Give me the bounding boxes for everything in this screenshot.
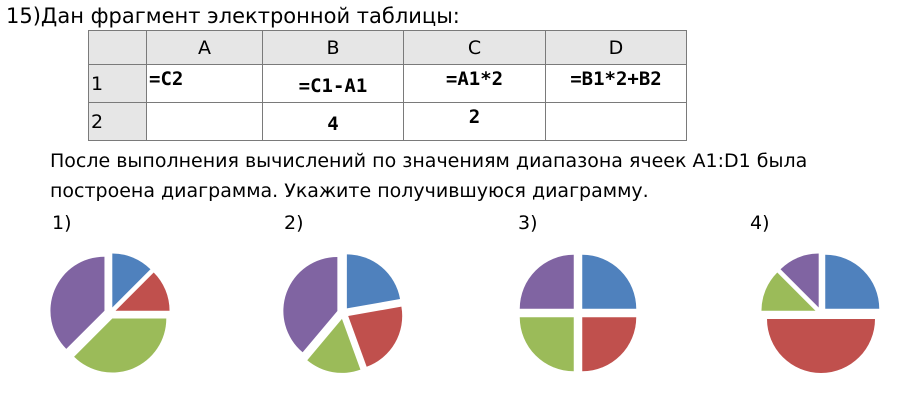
column-header-a: A	[146, 30, 263, 65]
question-text: После выполнения вычислений по значениям…	[50, 146, 890, 206]
row-header-1: 1	[88, 64, 147, 103]
cell-b2: 4	[262, 102, 404, 141]
pie-slice-blue	[582, 254, 637, 309]
pie-slice-red	[115, 272, 170, 311]
pie-slice-green	[74, 318, 167, 373]
cell-d2	[545, 102, 687, 141]
pie-slice-green	[761, 272, 816, 311]
pie-slice-blue	[346, 254, 401, 309]
pie-slice-red	[582, 317, 637, 372]
spreadsheet-fragment: A B C D 1 =C2 =C1-A1 =A1*2 =B1*2+B2 2 4 …	[88, 30, 687, 141]
pie-chart-option-4[interactable]	[756, 248, 886, 378]
task-title: 15)Дан фрагмент электронной таблицы:	[6, 4, 460, 28]
pie-slice-blue	[825, 254, 880, 309]
corner-cell	[88, 30, 147, 65]
question-line-2: построена диаграмма. Укажите получившуюс…	[50, 180, 649, 202]
cell-c2: 2	[403, 102, 546, 141]
cell-b1: =C1-A1	[262, 64, 404, 103]
pie-chart-option-2[interactable]	[278, 248, 408, 378]
column-header-b: B	[262, 30, 404, 65]
cell-d1: =B1*2+B2	[545, 64, 687, 103]
option-label-3[interactable]: 3)	[518, 212, 538, 234]
pie-slice-red	[767, 319, 875, 373]
pie-slice-red	[348, 306, 403, 367]
pie-slice-purple	[283, 256, 338, 353]
pie-slice-purple	[519, 254, 574, 309]
option-label-1[interactable]: 1)	[52, 212, 72, 234]
question-line-1: После выполнения вычислений по значениям…	[50, 150, 808, 172]
pie-slice-blue	[112, 253, 151, 308]
pie-slice-purple	[780, 253, 819, 308]
cell-a2	[146, 102, 263, 141]
cell-a1: =C2	[146, 64, 263, 103]
row-header-2: 2	[88, 102, 147, 141]
pie-chart-option-1[interactable]	[45, 248, 175, 378]
pie-slice-purple	[50, 256, 105, 349]
pie-slice-green	[307, 318, 361, 373]
cell-c1: =A1*2	[403, 64, 546, 103]
option-label-2[interactable]: 2)	[284, 212, 304, 234]
option-label-4[interactable]: 4)	[750, 212, 770, 234]
pie-chart-option-3[interactable]	[513, 248, 643, 378]
pie-slice-green	[519, 317, 574, 372]
column-header-d: D	[545, 30, 687, 65]
column-header-c: C	[403, 30, 546, 65]
